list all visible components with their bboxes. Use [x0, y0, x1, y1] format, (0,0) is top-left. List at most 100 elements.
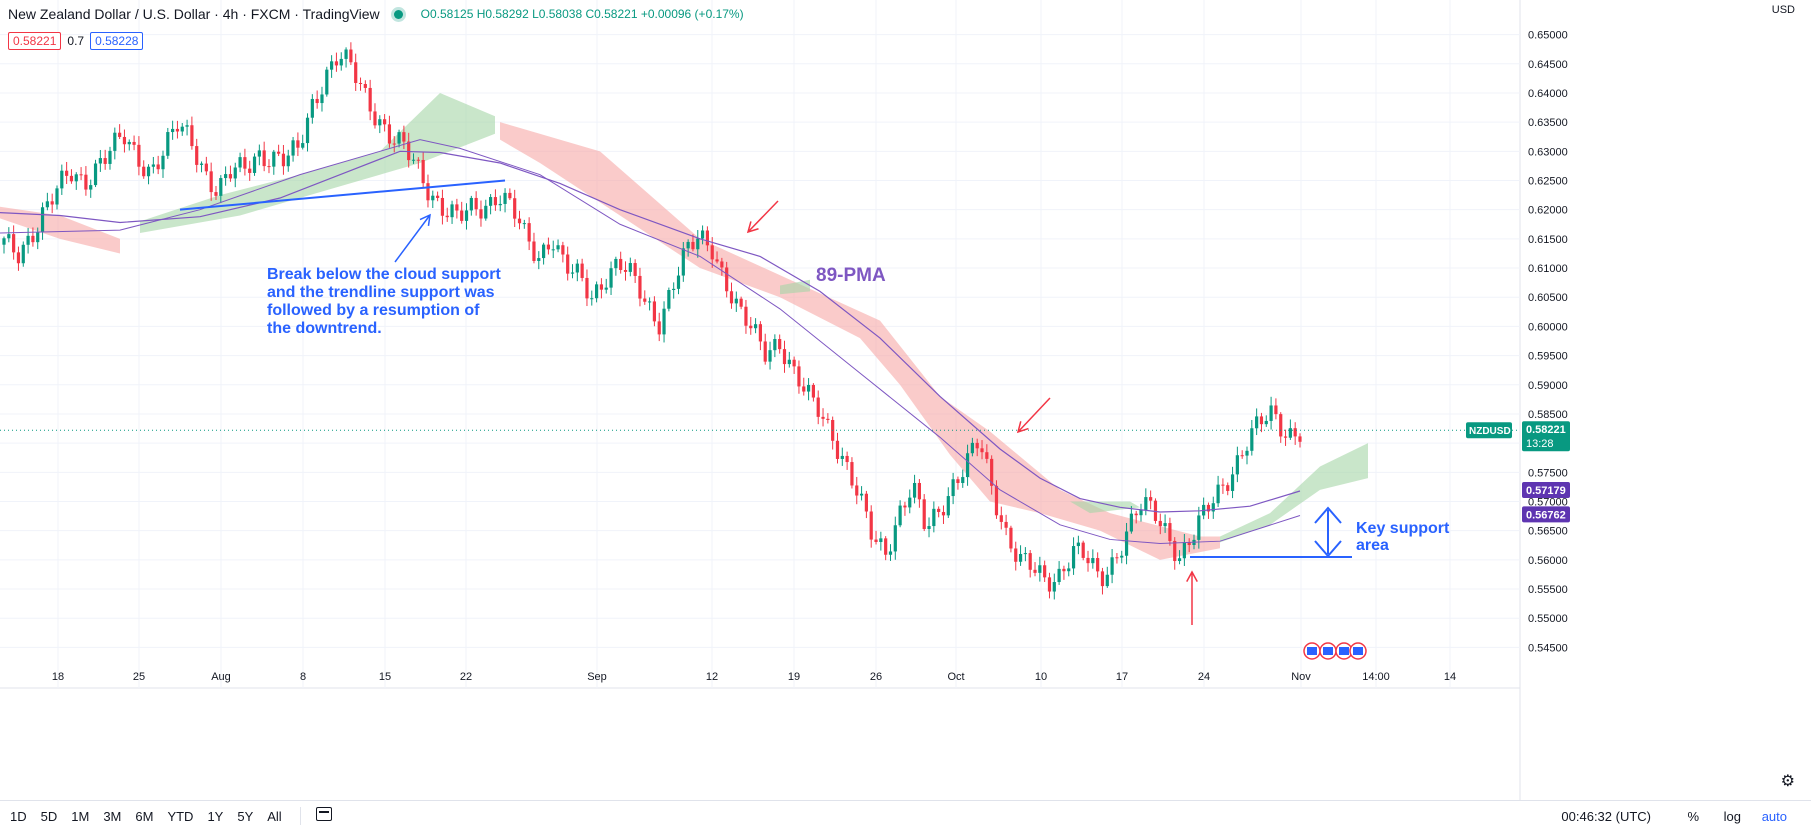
log-toggle[interactable]: log	[1723, 809, 1741, 824]
candle-body	[151, 164, 155, 167]
bid-button[interactable]: 0.58221	[8, 32, 62, 50]
candle-body	[1197, 515, 1201, 540]
y-tick-label: 0.56500	[1528, 526, 1568, 538]
candle-body	[662, 308, 666, 335]
calendar-icon[interactable]	[316, 807, 332, 821]
range-1y[interactable]: 1Y	[207, 809, 224, 824]
candle-body	[103, 158, 107, 164]
candle-body	[363, 83, 367, 88]
key-support-label: Key support	[1356, 520, 1450, 537]
range-3m[interactable]: 3M	[103, 809, 122, 824]
candle-body	[1274, 405, 1278, 415]
candle-body	[344, 49, 348, 59]
candle-body	[127, 141, 131, 145]
candle-body	[811, 384, 815, 398]
range-6m[interactable]: 6M	[135, 809, 154, 824]
candle-body	[325, 69, 329, 95]
candle-body	[1028, 553, 1032, 570]
auto-toggle[interactable]: auto	[1761, 809, 1787, 824]
double-arrow-head	[1314, 540, 1342, 558]
candle-body	[296, 140, 300, 148]
candle-body	[1081, 542, 1085, 558]
candle-body	[1211, 503, 1215, 512]
candle-body	[1269, 405, 1273, 421]
ask-button[interactable]: 0.58228	[90, 32, 144, 50]
candle-body	[1163, 523, 1167, 527]
candle-body	[387, 124, 392, 144]
percent-toggle[interactable]: %	[1687, 809, 1699, 824]
candle-body	[816, 397, 820, 417]
trendline[interactable]	[179, 179, 506, 211]
x-axis[interactable]: 18 25 Aug 8 15 22 Sep 12 19 26 Oct 10 17 24 Nov 14:00 14	[52, 671, 1456, 683]
candle-body	[1105, 574, 1109, 587]
candle-body	[1096, 558, 1100, 572]
x-tick-label: 12	[706, 671, 718, 683]
range-5y[interactable]: 5Y	[237, 809, 254, 824]
candle-body	[1129, 513, 1133, 532]
candle-body	[556, 245, 560, 250]
break-annotation-line: Break below the cloud support	[267, 266, 501, 283]
candle-body	[330, 61, 334, 70]
candle-body	[835, 440, 840, 459]
currency-selector[interactable]: USD	[1771, 4, 1795, 16]
ma2-price-label-text: 0.56762	[1526, 509, 1566, 521]
candle-body	[1235, 455, 1239, 475]
candle-body	[411, 159, 416, 161]
candle-body	[965, 453, 970, 478]
countdown-text: 13:28	[1526, 438, 1554, 450]
range-all[interactable]: All	[267, 809, 282, 824]
candle-body	[946, 496, 950, 516]
chart-legend: New Zealand Dollar / U.S. Dollar · 4h · …	[8, 6, 744, 22]
candle-body	[1177, 558, 1182, 562]
candle-body	[358, 82, 363, 84]
candle-body	[855, 485, 859, 496]
range-1m[interactable]: 1M	[71, 809, 90, 824]
candle-body	[209, 171, 213, 193]
candle-body	[291, 140, 295, 156]
candle-body	[888, 551, 893, 555]
candle-body	[594, 284, 599, 299]
candle-body	[1139, 510, 1143, 516]
candle-body	[1206, 504, 1211, 512]
candle-body	[489, 197, 493, 206]
candle-body	[826, 418, 830, 420]
candle-body	[36, 231, 40, 243]
range-5d[interactable]: 5D	[40, 809, 58, 824]
candle-body	[903, 505, 907, 508]
range-ytd[interactable]: YTD	[167, 809, 194, 824]
candle-body	[1149, 497, 1153, 501]
candle-body	[725, 267, 729, 292]
candle-body	[21, 244, 25, 264]
candle-body	[305, 117, 310, 144]
candle-body	[787, 359, 791, 365]
candle-body	[1173, 540, 1177, 562]
candle-body	[922, 499, 926, 529]
range-1d[interactable]: 1D	[10, 809, 27, 824]
candle-body	[961, 477, 965, 484]
break-annotation-line: and the trendline support was	[267, 284, 495, 301]
candle-body	[753, 324, 758, 329]
candle-body	[551, 249, 555, 251]
candle-body	[45, 201, 49, 208]
y-tick-label: 0.62500	[1528, 176, 1568, 188]
candle-body	[65, 170, 69, 176]
x-tick-label: 14:00	[1362, 671, 1390, 683]
pma-price-label	[1522, 482, 1570, 499]
y-tick-label: 0.64500	[1528, 59, 1568, 71]
candle-body	[975, 442, 979, 449]
x-tick-label: 22	[460, 671, 472, 683]
candle-body	[1144, 497, 1148, 511]
y-tick-label: 0.61500	[1528, 234, 1568, 246]
candle-body	[604, 287, 608, 290]
candle-body	[1124, 531, 1129, 556]
symbol-title[interactable]: New Zealand Dollar / U.S. Dollar · 4h · …	[8, 6, 380, 22]
candle-body	[1086, 557, 1090, 564]
candle-body	[1110, 557, 1114, 575]
utc-clock[interactable]: 00:46:32 (UTC)	[1561, 809, 1651, 824]
settings-gear-icon[interactable]: ⚙	[1780, 773, 1795, 790]
candle-body	[541, 244, 546, 259]
x-tick-label: 14	[1444, 671, 1456, 683]
y-axis[interactable]: 0.54500 0.55000 0.55500 0.56000 0.56500 0.570…	[1528, 30, 1568, 655]
red-arrow-head	[746, 221, 759, 234]
